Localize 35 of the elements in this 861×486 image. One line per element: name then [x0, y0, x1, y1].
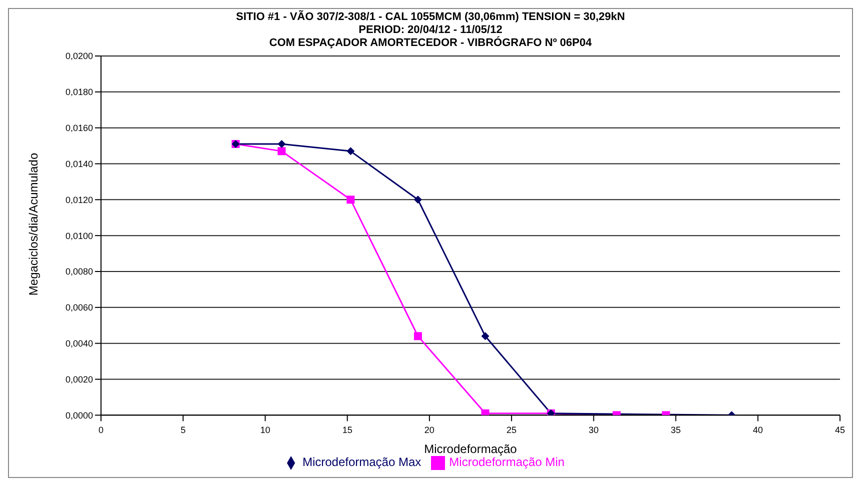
- x-tick-label: 35: [670, 425, 681, 436]
- legend-label: Microdeformação Max: [302, 455, 422, 470]
- y-tick-label: 0,0000: [65, 410, 93, 420]
- y-tick-label: 0,0040: [65, 338, 93, 349]
- x-tick-label: 0: [98, 425, 104, 436]
- legend-label: Microdeformação Min: [449, 455, 565, 470]
- y-tick-label: 0,0100: [65, 230, 93, 241]
- x-tick-label: 25: [506, 425, 517, 436]
- x-tick-label: 45: [834, 425, 846, 436]
- y-tick-label: 0,0160: [65, 123, 93, 134]
- x-tick-label: 40: [752, 425, 763, 436]
- x-tick-label: 10: [260, 425, 270, 436]
- x-tick-label: 30: [588, 425, 599, 436]
- point: [278, 147, 286, 156]
- chart-title: SITIO #1 - VÃO 307/2-308/1 - CAL 1055MCM (30,06mm) TENSION = 30,29kN: [235, 11, 626, 24]
- y-tick-label: 0,0080: [65, 266, 93, 277]
- point: [414, 196, 422, 204]
- point: [481, 332, 490, 340]
- x-axis-title: Microdeformação: [424, 442, 518, 456]
- point: [414, 332, 422, 340]
- y-axis-title: Megaciclos/dia/Acumulado: [26, 152, 40, 296]
- chart-subtitle: PERIOD: 20/04/12 - 11/05/12 COM ESPAÇADOR AMORTECEDOR - VIBRÓGRAFO Nº 06P04: [268, 24, 593, 50]
- y-tick-label: 0,0060: [65, 302, 93, 313]
- x-tick-label: 5: [180, 425, 186, 436]
- y-tick-label: 0,0020: [65, 374, 93, 384]
- y-tick-label: 0,0200: [65, 51, 93, 62]
- point: [346, 147, 355, 156]
- x-tick-label: 15: [342, 425, 352, 436]
- point: [346, 196, 355, 204]
- x-tick-label: 20: [424, 425, 434, 436]
- y-tick-label: 0,0120: [65, 194, 93, 205]
- point: [481, 409, 490, 416]
- y-tick-label: 0,0180: [65, 87, 93, 98]
- point: [278, 140, 286, 148]
- y-tick-label: 0,0140: [65, 158, 93, 169]
